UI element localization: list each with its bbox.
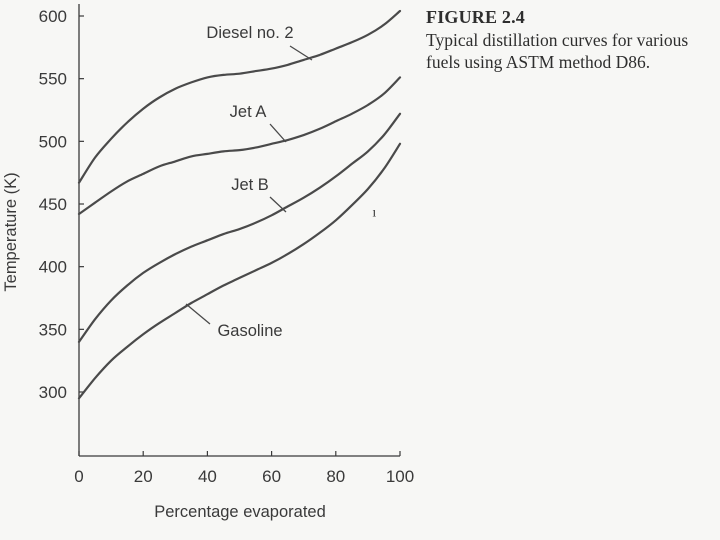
leader-diesel-no-2 xyxy=(289,45,313,61)
figure-label: FIGURE 2.4 xyxy=(426,7,526,27)
series-lines xyxy=(77,9,402,400)
x-ticks: 0 20 40 60 80 100 xyxy=(74,451,414,486)
series-line-gasoline xyxy=(77,142,402,400)
y-ticks: 300 350 400 450 500 550 600 xyxy=(39,7,84,402)
y-tick-label-450: 450 xyxy=(39,195,67,214)
x-tick-label-0: 0 xyxy=(74,467,83,486)
series-line-jet-a xyxy=(77,76,402,216)
x-tick-label-80: 80 xyxy=(326,467,345,486)
y-tick-label-500: 500 xyxy=(39,132,67,151)
y-tick-label-550: 550 xyxy=(39,70,67,89)
y-axis-label: Temperature (K) xyxy=(2,172,20,291)
x-tick-label-20: 20 xyxy=(134,467,153,486)
figure-caption-text: Typical distillation curves for various … xyxy=(426,30,689,72)
series-label-jet-a: Jet A xyxy=(230,103,267,121)
x-axis-label: Percentage evaporated xyxy=(154,503,326,521)
series-labels: Diesel no. 2 Jet A Jet B Gasoline ı xyxy=(185,24,376,340)
series-label-diesel-no-2: Diesel no. 2 xyxy=(206,24,293,42)
y-tick-label-600: 600 xyxy=(39,7,67,26)
axes: 0 20 40 60 80 100 300 350 400 450 500 550 600 xyxy=(39,4,414,486)
y-tick-label-400: 400 xyxy=(39,258,67,277)
leader-gasoline xyxy=(185,303,211,325)
x-tick-label-40: 40 xyxy=(198,467,217,486)
y-tick-label-350: 350 xyxy=(39,320,67,339)
x-tick-label-100: 100 xyxy=(386,467,414,486)
series-label-gasoline: Gasoline xyxy=(217,322,282,340)
series-line-jet-b xyxy=(77,112,402,343)
x-tick-label-60: 60 xyxy=(262,467,281,486)
y-tick-label-300: 300 xyxy=(39,383,67,402)
leader-jet-b xyxy=(269,196,287,213)
figure-caption: FIGURE 2.4 Typical distillation curves f… xyxy=(426,6,716,73)
stray-mark: ı xyxy=(372,205,376,220)
series-label-jet-b: Jet B xyxy=(231,176,269,194)
leader-jet-a xyxy=(269,123,287,143)
series-line-diesel-no-2 xyxy=(77,9,402,184)
